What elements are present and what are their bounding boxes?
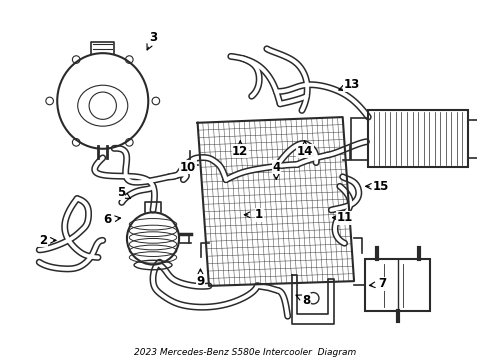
Text: 1: 1 xyxy=(255,208,263,221)
Bar xyxy=(468,120,482,158)
Bar xyxy=(366,259,430,311)
Text: 6: 6 xyxy=(103,213,112,226)
Text: 12: 12 xyxy=(232,145,248,158)
Bar xyxy=(351,118,368,160)
Text: 8: 8 xyxy=(302,294,311,307)
Text: 10: 10 xyxy=(180,161,196,174)
Text: 2: 2 xyxy=(39,234,47,247)
Text: 13: 13 xyxy=(344,78,360,91)
Text: 9: 9 xyxy=(196,275,204,288)
Text: 2023 Mercedes-Benz S580e Intercooler  Diagram: 2023 Mercedes-Benz S580e Intercooler Dia… xyxy=(134,347,356,356)
Text: 4: 4 xyxy=(272,161,280,174)
Text: 15: 15 xyxy=(372,180,389,193)
Text: 3: 3 xyxy=(149,31,157,44)
Bar xyxy=(368,111,468,167)
Text: 14: 14 xyxy=(296,145,313,158)
Text: 7: 7 xyxy=(378,278,387,291)
Text: 5: 5 xyxy=(117,186,125,199)
Text: 11: 11 xyxy=(337,211,353,224)
